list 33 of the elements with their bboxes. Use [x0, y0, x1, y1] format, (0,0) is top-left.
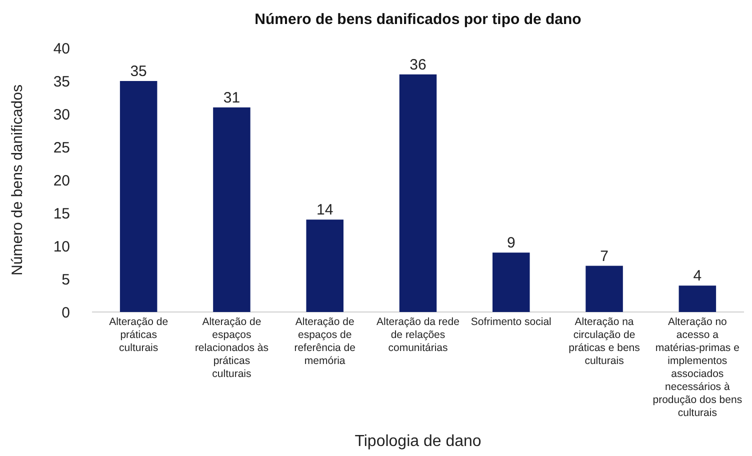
y-tick-label: 25 [53, 139, 70, 156]
bar [492, 252, 530, 312]
bar [120, 81, 158, 312]
y-tick-label: 5 [62, 271, 70, 288]
y-tick-label: 15 [53, 205, 70, 222]
x-tick-label: Alteração no acesso a matérias-primas e implementos associados necessários à produção dos bens culturais [652, 316, 742, 419]
y-tick-label: 10 [53, 238, 70, 256]
chart-title: Número de bens danificados por tipo de dano [254, 11, 582, 28]
bar [678, 286, 716, 312]
y-tick-label: 30 [53, 106, 70, 124]
x-tick-label: Alteração na circulação de práticas e bens culturais [568, 316, 640, 367]
y-tick-label: 20 [53, 172, 70, 190]
y-tick-label: 40 [53, 40, 70, 58]
data-label: 31 [223, 89, 240, 106]
y-tick-label: 35 [53, 73, 70, 90]
data-label: 7 [600, 248, 608, 265]
x-axis-title: Tipologia de dano [354, 433, 482, 450]
data-label: 4 [693, 268, 702, 285]
data-label: 36 [410, 56, 426, 74]
y-axis-title: Número de bens danificados [9, 84, 26, 276]
x-tick-label: Alteração de espaços relacionados às práticas culturais [194, 316, 268, 380]
x-tick-label: Alteração de práticas culturais [109, 316, 168, 354]
data-label: 9 [506, 234, 516, 252]
bar [306, 220, 344, 312]
bar [399, 74, 437, 312]
data-label: 35 [130, 63, 147, 80]
data-label: 14 [316, 202, 334, 219]
x-tick-label: Alteração da rede de relações comunitárias [376, 316, 460, 354]
bar [586, 266, 623, 312]
y-tick-label: 0 [62, 304, 70, 322]
x-tick-label: Sofrimento social [470, 316, 552, 328]
x-tick-label: Alteração de espaços de referência de memória [294, 316, 356, 367]
bar [213, 107, 250, 312]
